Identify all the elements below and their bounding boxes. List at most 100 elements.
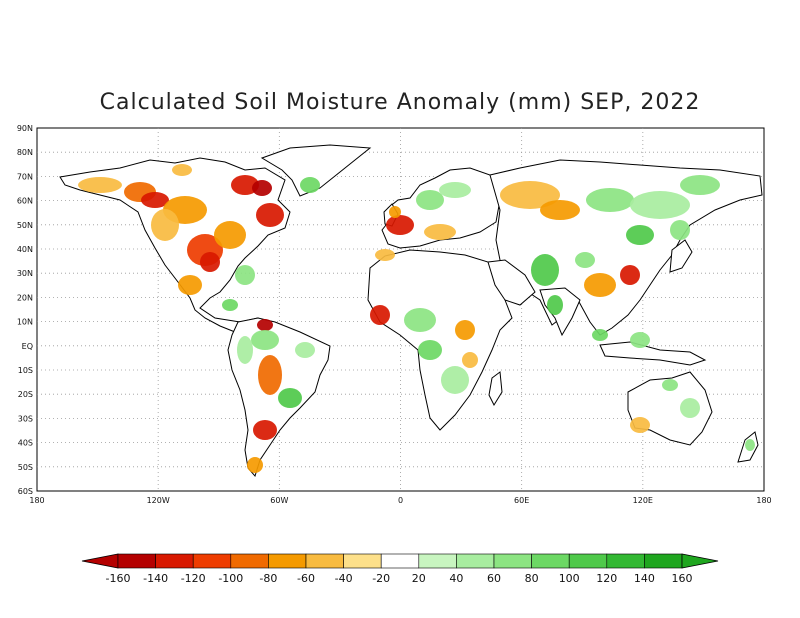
anomaly-patch xyxy=(231,175,259,195)
anomaly-patch xyxy=(630,332,650,348)
anomaly-patch xyxy=(439,182,471,198)
anomaly-patch xyxy=(295,342,315,358)
latitude-label: 60N xyxy=(17,197,33,206)
colorbar-tick-label: -80 xyxy=(259,572,277,585)
latitude-label: 90N xyxy=(17,124,33,133)
anomaly-patch xyxy=(257,319,273,331)
colorbar: -160 -140 -120 -100 -80 -60 -40 -20 20 40 60 80 100 1… xyxy=(81,553,719,585)
anomaly-patch xyxy=(500,181,560,209)
longitude-label: 180 xyxy=(29,496,44,505)
colorbar-segment xyxy=(343,553,382,569)
africa xyxy=(367,249,513,431)
colorbar-segment xyxy=(380,553,420,569)
anomaly-patch xyxy=(172,164,192,176)
latitude-label: 50S xyxy=(18,463,33,472)
colorbar-segment xyxy=(155,553,194,569)
colorbar-segment xyxy=(493,553,532,569)
japan xyxy=(669,239,693,273)
anomaly-patch xyxy=(237,336,253,364)
anomaly-patch xyxy=(253,420,277,440)
colorbar-over-arrow xyxy=(681,553,719,569)
colorbar-segment xyxy=(568,553,608,569)
longitude-label: 120W xyxy=(147,496,170,505)
anomaly-patch xyxy=(441,366,469,394)
anomaly-patch xyxy=(370,305,390,325)
latitude-label: 30S xyxy=(18,414,33,423)
anomaly-patches xyxy=(78,164,755,473)
colorbar-segment xyxy=(644,553,683,569)
colorbar-segment xyxy=(268,553,307,569)
colorbar-tick-label: 140 xyxy=(634,572,655,585)
anomaly-patch xyxy=(141,192,169,208)
greenland xyxy=(260,144,372,197)
anomaly-patch xyxy=(418,340,442,360)
anomaly-patch xyxy=(258,355,282,395)
colorbar-tick-label: 40 xyxy=(449,572,463,585)
latitude-label: 50N xyxy=(17,221,33,230)
colorbar-segment xyxy=(456,553,495,569)
longitude-label: 60W xyxy=(270,496,288,505)
anomaly-patch xyxy=(256,203,284,227)
anomaly-patch xyxy=(575,252,595,268)
longitude-labels: 180 120W 60W 0 60E 120E 180 xyxy=(29,496,771,505)
colorbar-segment xyxy=(531,553,570,569)
longitude-label: 0 xyxy=(398,496,403,505)
anomaly-patch xyxy=(151,209,179,241)
colorbar-tick-label: -160 xyxy=(106,572,131,585)
anomaly-patch xyxy=(462,352,478,368)
anomaly-patch xyxy=(630,191,690,219)
anomaly-patch xyxy=(251,330,279,350)
map-title: Calculated Soil Moisture Anomaly (mm) SE… xyxy=(99,90,701,115)
anomaly-patch xyxy=(235,265,255,285)
colorbar-tick-label: 100 xyxy=(559,572,580,585)
longitude-label: 120E xyxy=(633,496,653,505)
anomaly-patch xyxy=(547,295,563,315)
anomaly-patch xyxy=(630,417,650,433)
arabian-peninsula xyxy=(487,259,536,306)
latitude-label: 10N xyxy=(17,318,33,327)
anomaly-patch xyxy=(200,252,220,272)
latitude-label: 60S xyxy=(18,487,33,496)
colorbar-segment xyxy=(418,553,457,569)
colorbar-segment xyxy=(606,553,645,569)
anomaly-patch xyxy=(531,254,559,286)
latitude-label: 10S xyxy=(18,366,33,375)
anomaly-patch xyxy=(222,299,238,311)
colorbar-segment xyxy=(305,553,344,569)
anomaly-patch xyxy=(670,220,690,240)
north-america xyxy=(59,157,291,336)
anomaly-patch xyxy=(404,308,436,332)
anomaly-patch xyxy=(386,215,414,235)
latitude-label: 20N xyxy=(17,293,33,302)
anomaly-patch xyxy=(745,439,755,451)
anomaly-patch xyxy=(592,329,608,341)
anomaly-patch xyxy=(78,177,122,193)
anomaly-patch xyxy=(178,275,202,295)
colorbar-tick-label: -40 xyxy=(335,572,353,585)
anomaly-patch xyxy=(680,398,700,418)
anomaly-patch xyxy=(252,180,272,196)
anomaly-patch xyxy=(247,457,263,473)
longitude-label: 60E xyxy=(514,496,529,505)
latitude-label: 40N xyxy=(17,245,33,254)
anomaly-patch xyxy=(540,200,580,220)
madagascar xyxy=(488,371,503,407)
colorbar-tick-label: 60 xyxy=(487,572,501,585)
colorbar-tick-label: 120 xyxy=(596,572,617,585)
anomaly-patch xyxy=(680,175,720,195)
anomaly-patch xyxy=(214,221,246,249)
latitude-label: 20S xyxy=(18,390,33,399)
latitude-label: EQ xyxy=(22,342,33,351)
colorbar-tick-label: -140 xyxy=(143,572,168,585)
longitude-label: 180 xyxy=(756,496,771,505)
colorbar-tick-label: 80 xyxy=(525,572,539,585)
colorbar-under-arrow xyxy=(81,553,119,569)
colorbar-tick-label: -60 xyxy=(297,572,315,585)
colorbar-tick-label: -120 xyxy=(181,572,206,585)
anomaly-patch xyxy=(620,265,640,285)
latitude-label: 30N xyxy=(17,269,33,278)
anomaly-patch xyxy=(300,177,320,193)
latitude-label: 80N xyxy=(17,148,33,157)
anomaly-patch xyxy=(424,224,456,240)
